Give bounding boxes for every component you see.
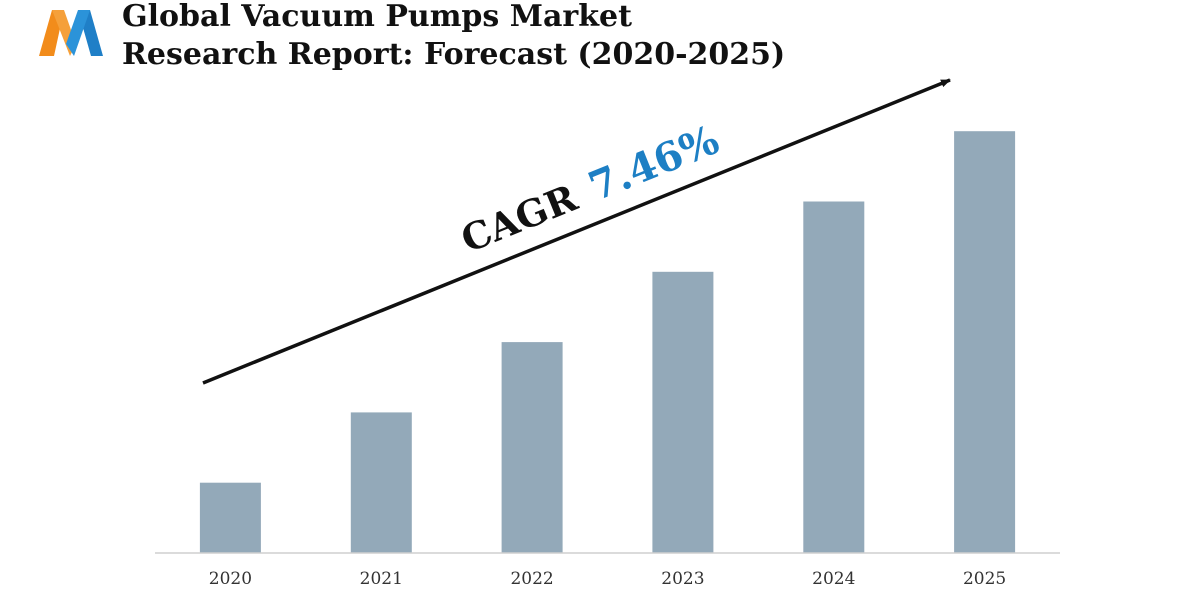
- mw-logo-icon: [39, 10, 103, 56]
- bar-2023: [652, 271, 714, 553]
- title-line-2: Research Report: Forecast (2020-2025): [122, 37, 786, 72]
- x-tick-label-2020: 2020: [209, 569, 252, 589]
- bar-2021: [350, 412, 412, 553]
- bar-2022: [501, 342, 563, 553]
- cagr-label: CAGR: [455, 175, 583, 261]
- bar-group: [199, 131, 1016, 553]
- x-tick-label-2025: 2025: [963, 569, 1006, 589]
- bar-2024: [803, 201, 865, 553]
- bar-2020: [199, 482, 261, 553]
- x-tick-label-2022: 2022: [510, 569, 553, 589]
- title-line-1: Global Vacuum Pumps Market: [122, 0, 632, 34]
- page-title: Global Vacuum Pumps Market Research Repo…: [122, 0, 785, 74]
- cagr-value: 7.46%: [582, 116, 725, 210]
- x-tick-label-2024: 2024: [812, 569, 855, 589]
- trend-arrow: [202, 78, 951, 385]
- x-tick-label-2023: 2023: [661, 569, 704, 589]
- x-tick-labels: 2020 2021 2022 2023 2024 2025: [209, 569, 1006, 589]
- bar-2025: [954, 131, 1016, 553]
- x-tick-label-2021: 2021: [360, 569, 403, 589]
